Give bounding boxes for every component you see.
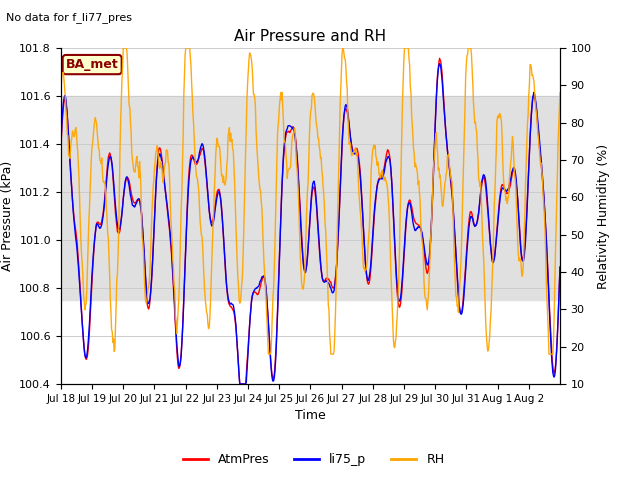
Text: BA_met: BA_met xyxy=(66,58,118,71)
Bar xyxy=(61,96,560,300)
Title: Air Pressure and RH: Air Pressure and RH xyxy=(234,29,387,44)
Legend: AtmPres, li75_p, RH: AtmPres, li75_p, RH xyxy=(178,448,449,471)
X-axis label: Time: Time xyxy=(295,409,326,422)
Y-axis label: Air Pressure (kPa): Air Pressure (kPa) xyxy=(1,161,14,271)
Y-axis label: Relativity Humidity (%): Relativity Humidity (%) xyxy=(597,144,610,288)
Text: No data for f_li77_pres: No data for f_li77_pres xyxy=(6,12,132,23)
